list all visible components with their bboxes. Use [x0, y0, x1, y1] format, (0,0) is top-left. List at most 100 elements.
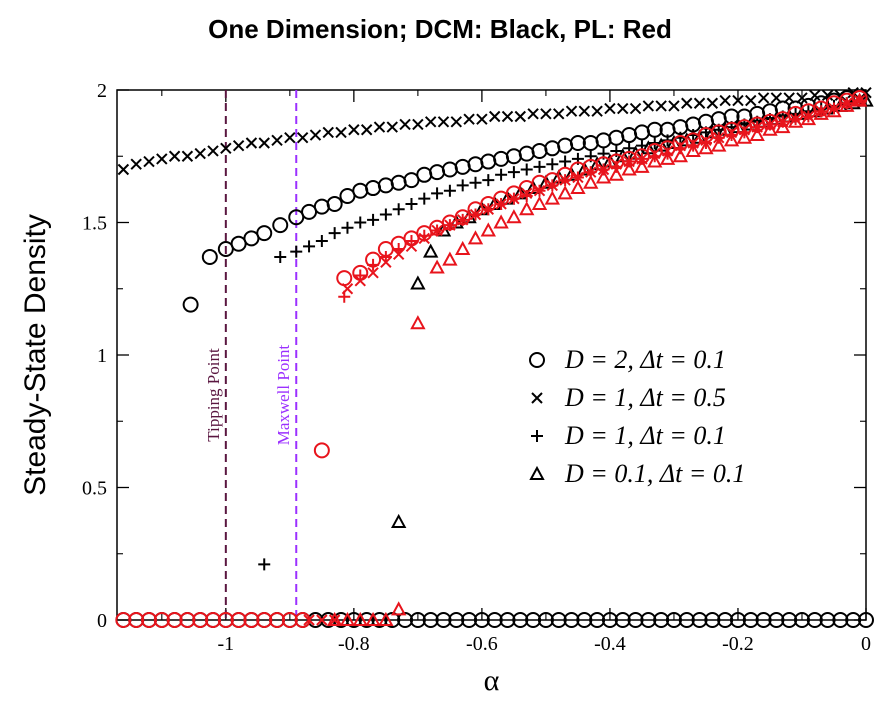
- data-point: [115, 612, 132, 628]
- legend-marker: [529, 352, 545, 368]
- data-point: [755, 612, 772, 628]
- data-point: [578, 105, 591, 117]
- data-series: [115, 89, 868, 628]
- data-point: [379, 250, 392, 263]
- data-point: [550, 612, 567, 628]
- annotation-label: Tipping Point: [204, 348, 223, 442]
- data-point: [455, 240, 471, 255]
- data-point: [717, 612, 734, 628]
- data-point: [819, 612, 836, 628]
- data-point: [668, 100, 680, 112]
- data-point: [770, 92, 783, 104]
- data-point: [768, 612, 785, 628]
- data-point: [646, 121, 663, 138]
- data-point: [544, 190, 561, 205]
- data-point: [540, 108, 552, 120]
- data-point: [141, 612, 158, 628]
- data-point: [441, 161, 458, 178]
- data-point: [181, 150, 194, 162]
- data-point: [486, 612, 503, 628]
- data-point: [313, 198, 330, 215]
- data-point: [781, 612, 798, 628]
- data-point: [482, 174, 495, 187]
- data-point: [316, 614, 328, 626]
- data-point: [354, 269, 367, 282]
- data-point: [367, 213, 380, 226]
- data-point: [647, 153, 663, 168]
- data-point: [328, 227, 341, 240]
- data-point: [405, 197, 418, 210]
- data-point: [354, 216, 367, 229]
- data-point: [335, 126, 347, 139]
- data-point: [847, 86, 859, 99]
- x-tick-label: -0.4: [594, 633, 626, 655]
- data-point: [258, 558, 271, 571]
- data-point: [783, 92, 795, 104]
- data-point: [424, 116, 437, 128]
- y-axis-title: Steady-State Density: [19, 214, 52, 496]
- data-point: [821, 89, 834, 102]
- data-point: [569, 135, 586, 151]
- data-point: [410, 315, 426, 330]
- data-point: [520, 163, 533, 176]
- data-point: [583, 174, 599, 189]
- data-point: [390, 601, 407, 616]
- data-point: [467, 230, 484, 245]
- data-point: [338, 290, 351, 303]
- data-point: [732, 94, 744, 107]
- data-point: [450, 116, 462, 128]
- data-point: [499, 612, 516, 628]
- plot-frame: [116, 89, 867, 621]
- x-axis-title: α: [484, 664, 500, 697]
- data-point: [313, 442, 330, 459]
- data-point: [621, 161, 637, 176]
- data-point: [546, 158, 559, 171]
- data-point: [443, 219, 456, 232]
- data-point: [429, 164, 446, 181]
- data-point: [826, 103, 842, 118]
- data-point: [559, 174, 572, 187]
- data-point: [601, 612, 618, 628]
- data-point: [269, 612, 286, 628]
- data-point: [328, 614, 341, 626]
- data-point: [507, 166, 520, 179]
- data-point: [454, 158, 471, 175]
- data-point: [858, 612, 874, 628]
- data-point: [422, 243, 439, 258]
- data-point: [507, 192, 520, 205]
- data-point: [501, 110, 514, 123]
- data-point: [749, 126, 765, 142]
- data-point: [256, 612, 273, 628]
- data-point: [386, 121, 398, 133]
- data-point: [672, 148, 689, 163]
- data-point: [365, 180, 382, 197]
- legend-marker: [531, 430, 543, 442]
- data-point: [681, 97, 693, 109]
- data-point: [809, 89, 821, 102]
- data-point: [480, 153, 497, 170]
- data-point: [284, 131, 296, 144]
- data-point: [410, 275, 426, 290]
- data-point: [392, 203, 405, 216]
- data-series: [117, 86, 872, 176]
- data-point: [719, 94, 731, 107]
- legend-entry: D = 1, Δt = 0.5: [564, 383, 726, 412]
- data-point: [128, 612, 145, 628]
- data-point: [271, 134, 283, 147]
- data-point: [230, 612, 247, 628]
- chart-title: One Dimension; DCM: Black, PL: Red: [208, 14, 672, 44]
- data-point: [621, 127, 638, 144]
- data-point: [488, 110, 501, 123]
- data-point: [531, 142, 548, 159]
- data-point: [378, 611, 394, 626]
- data-point: [553, 108, 565, 120]
- y-tick-label: 1.5: [82, 213, 107, 235]
- data-point: [384, 612, 401, 628]
- data-point: [390, 174, 407, 191]
- data-point: [409, 612, 426, 628]
- data-point: [272, 217, 289, 234]
- data-point: [405, 235, 418, 248]
- data-point: [348, 124, 360, 136]
- data-point: [245, 137, 258, 149]
- data-point: [711, 137, 727, 152]
